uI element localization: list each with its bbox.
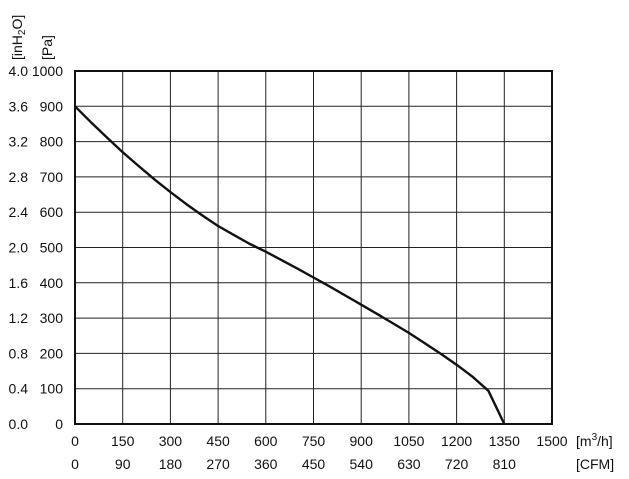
x-tick-label-m3h: 450 <box>206 433 230 449</box>
x-tick-label-m3h: 0 <box>71 433 79 449</box>
y-tick-labels: 0 0.0 100 0.4 200 0.8 300 1.2 400 1.6 500 2.0 600 2.4… <box>9 63 64 432</box>
y-tick-label-inh2o: 0.8 <box>9 345 29 361</box>
x-tick-label-m3h: 1050 <box>393 433 424 449</box>
x-tick-label-m3h: 900 <box>350 433 374 449</box>
y-axis-unit-inh2o: [inH2O] <box>9 15 28 60</box>
x-tick-label-m3h: 750 <box>302 433 326 449</box>
x-tick-label-cfm: 630 <box>397 456 421 472</box>
y-tick-label-inh2o: 0.4 <box>9 381 29 397</box>
y-tick-label-pa: 900 <box>40 98 64 114</box>
y-tick-label-inh2o: 1.6 <box>9 275 29 291</box>
x-tick-label-m3h: 1500 <box>536 433 567 449</box>
y-tick-label-inh2o: 0.0 <box>9 416 29 432</box>
y-tick-label-inh2o: 2.4 <box>9 204 29 220</box>
series-line <box>74 105 506 425</box>
x-tick-label-cfm: 450 <box>302 456 326 472</box>
x-tick-label-m3h: 150 <box>111 433 135 449</box>
x-axis-unit-m3h: [m3/h] <box>576 432 613 449</box>
y-tick-label-inh2o: 1.2 <box>9 310 29 326</box>
y-tick-label-pa: 300 <box>40 310 64 326</box>
x-tick-label-cfm: 540 <box>350 456 374 472</box>
plot-frame <box>74 70 553 425</box>
x-tick-label-m3h: 1200 <box>441 433 472 449</box>
y-tick-label-pa: 100 <box>40 381 64 397</box>
y-tick-label-pa: 500 <box>40 240 64 256</box>
y-tick-label-inh2o: 4.0 <box>9 63 29 79</box>
x-tick-label-cfm: 360 <box>254 456 278 472</box>
x-tick-label-cfm: 0 <box>71 456 79 472</box>
y-tick-label-pa: 700 <box>40 169 64 185</box>
y-tick-label-pa: 1000 <box>32 63 63 79</box>
y-axis-unit-pa: [Pa] <box>39 35 55 60</box>
x-tick-label-cfm: 270 <box>206 456 230 472</box>
y-tick-label-inh2o: 3.6 <box>9 98 29 114</box>
y-tick-label-pa: 0 <box>55 416 63 432</box>
x-axis-unit-cfm: [CFM] <box>576 456 614 472</box>
x-tick-label-m3h: 300 <box>159 433 183 449</box>
y-tick-label-inh2o: 2.8 <box>9 169 29 185</box>
x-tick-label-cfm: 720 <box>445 456 469 472</box>
x-tick-labels: 0 150 300 450 600 750 900 1050 1200 1350 1500 0 90 18… <box>71 433 568 472</box>
y-tick-label-inh2o: 3.2 <box>9 134 29 150</box>
x-tick-label-cfm: 810 <box>493 456 517 472</box>
y-tick-label-pa: 400 <box>40 275 64 291</box>
y-tick-label-pa: 200 <box>40 345 64 361</box>
y-tick-label-pa: 800 <box>40 134 64 150</box>
grid-lines <box>74 70 553 425</box>
x-tick-label-cfm: 90 <box>115 456 131 472</box>
x-tick-label-m3h: 600 <box>254 433 278 449</box>
x-tick-label-cfm: 180 <box>159 456 183 472</box>
y-tick-label-inh2o: 2.0 <box>9 240 29 256</box>
x-tick-label-m3h: 1350 <box>489 433 520 449</box>
y-tick-label-pa: 600 <box>40 204 64 220</box>
